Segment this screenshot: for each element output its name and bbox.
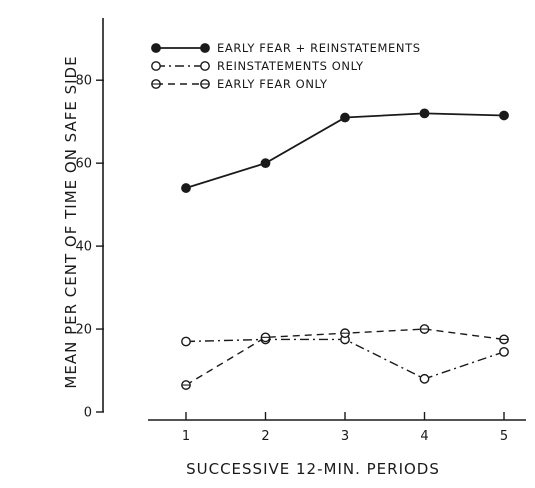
data-point xyxy=(499,346,509,357)
data-point xyxy=(419,108,430,119)
data-point xyxy=(260,332,271,343)
data-point xyxy=(260,158,271,169)
series-3 xyxy=(181,324,509,390)
series-line xyxy=(185,112,505,189)
y-tick-label: 40 xyxy=(75,240,92,255)
legend-marker xyxy=(200,61,210,71)
y-tick-label: 80 xyxy=(75,74,92,89)
legend: EARLY FEAR + REINSTATEMENTS REINSTATEMENT… xyxy=(151,41,421,91)
legend-entry-3: EARLY FEAR ONLY xyxy=(151,77,328,91)
legend-entry-1: EARLY FEAR + REINSTATEMENTS xyxy=(151,41,421,55)
data-point xyxy=(340,328,350,339)
series-2 xyxy=(181,334,509,384)
axes: 0 20 40 60 80 1 2 3 4 5 xyxy=(75,18,526,444)
legend-marker xyxy=(200,79,210,89)
y-tick-label: 60 xyxy=(75,157,92,172)
x-tick-label: 2 xyxy=(261,429,269,444)
x-tick-label: 3 xyxy=(341,429,349,444)
legend-label: REINSTATEMENTS ONLY xyxy=(217,59,364,73)
data-point xyxy=(499,334,509,345)
legend-marker xyxy=(151,61,161,71)
series-1 xyxy=(181,108,509,193)
x-tick-label: 1 xyxy=(182,429,190,444)
legend-marker xyxy=(200,43,210,53)
data-point xyxy=(419,324,430,334)
y-axis-title: MEAN PER CENT OF TIME ON SAFE SIDE xyxy=(62,55,80,388)
legend-label: EARLY FEAR ONLY xyxy=(217,77,328,91)
x-axis-title: SUCCESSIVE 12-MIN. PERIODS xyxy=(186,460,440,478)
legend-label: EARLY FEAR + REINSTATEMENTS xyxy=(217,41,421,55)
data-point xyxy=(181,336,191,347)
data-point xyxy=(340,112,350,123)
x-tick-label: 5 xyxy=(500,429,508,444)
legend-marker xyxy=(151,79,161,89)
x-tick-label: 4 xyxy=(420,429,428,444)
series-line xyxy=(185,338,505,380)
legend-marker xyxy=(151,43,161,53)
y-tick-label: 20 xyxy=(75,323,92,338)
series-layer xyxy=(181,108,509,390)
data-point xyxy=(499,110,509,121)
data-point xyxy=(181,183,191,193)
data-point xyxy=(181,380,191,390)
y-tick-label: 0 xyxy=(84,406,92,421)
data-point xyxy=(419,373,430,384)
legend-entry-2: REINSTATEMENTS ONLY xyxy=(151,59,364,73)
